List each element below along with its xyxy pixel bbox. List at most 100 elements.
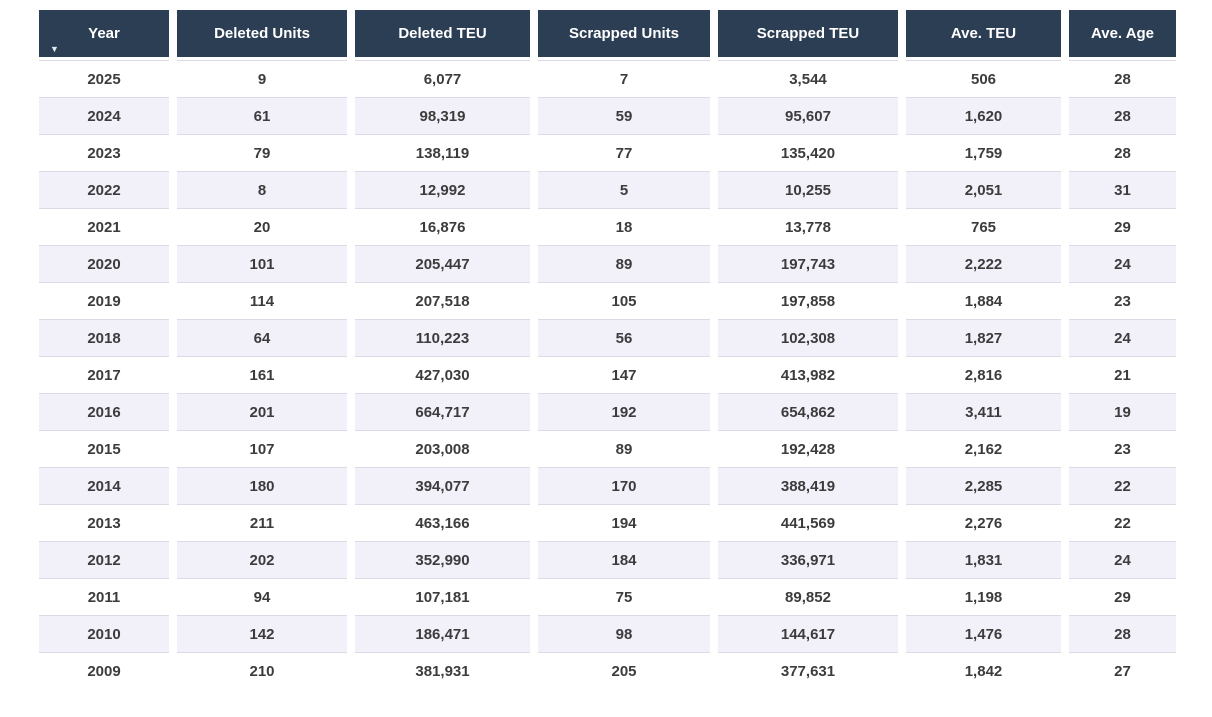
column-header-label: Scrapped Units (568, 25, 680, 42)
cell-ave-age: 28 (1069, 97, 1176, 134)
cell-ave-age: 23 (1069, 282, 1176, 319)
cell-ave-age: 27 (1069, 652, 1176, 689)
cell-deleted-teu: 203,008 (355, 430, 530, 467)
cell-ave-age: 28 (1069, 60, 1176, 97)
cell-scrapped-teu: 10,255 (718, 171, 898, 208)
cell-ave-age: 24 (1069, 541, 1176, 578)
cell-deleted-units: 161 (177, 356, 347, 393)
table-body: 2025 9 6,077 7 3,544 506 28 2024 61 98,319 59 95,60… (39, 60, 1176, 689)
cell-deleted-units: 202 (177, 541, 347, 578)
cell-scrapped-teu: 89,852 (718, 578, 898, 615)
table-row: 2020 101 205,447 89 197,743 2,222 24 (39, 245, 1176, 282)
cell-scrapped-units: 105 (538, 282, 710, 319)
table-header: Year ▼ Deleted Units Deleted TEU Scrappe… (39, 10, 1176, 60)
cell-scrapped-units: 89 (538, 430, 710, 467)
table-row: 2024 61 98,319 59 95,607 1,620 28 (39, 97, 1176, 134)
cell-scrapped-units: 192 (538, 393, 710, 430)
cell-ave-age: 28 (1069, 615, 1176, 652)
cell-deleted-units: 94 (177, 578, 347, 615)
cell-ave-age: 21 (1069, 356, 1176, 393)
cell-scrapped-teu: 377,631 (718, 652, 898, 689)
table-row: 2013 211 463,166 194 441,569 2,276 22 (39, 504, 1176, 541)
column-header-scrapped-units[interactable]: Scrapped Units (538, 10, 710, 60)
column-header-deleted-units[interactable]: Deleted Units (177, 10, 347, 60)
cell-year: 2025 (39, 60, 169, 97)
cell-deleted-units: 101 (177, 245, 347, 282)
cell-scrapped-units: 205 (538, 652, 710, 689)
cell-deleted-units: 61 (177, 97, 347, 134)
cell-year: 2010 (39, 615, 169, 652)
cell-ave-age: 24 (1069, 319, 1176, 356)
cell-year: 2011 (39, 578, 169, 615)
column-header-deleted-teu[interactable]: Deleted TEU (355, 10, 530, 60)
cell-ave-teu: 1,759 (906, 134, 1061, 171)
cell-ave-teu: 765 (906, 208, 1061, 245)
cell-scrapped-teu: 95,607 (718, 97, 898, 134)
cell-scrapped-units: 89 (538, 245, 710, 282)
table-row: 2010 142 186,471 98 144,617 1,476 28 (39, 615, 1176, 652)
cell-ave-teu: 2,276 (906, 504, 1061, 541)
cell-ave-age: 29 (1069, 578, 1176, 615)
cell-scrapped-teu: 3,544 (718, 60, 898, 97)
table-row: 2018 64 110,223 56 102,308 1,827 24 (39, 319, 1176, 356)
cell-deleted-units: 180 (177, 467, 347, 504)
column-header-ave-teu[interactable]: Ave. TEU (906, 10, 1061, 60)
cell-ave-teu: 2,222 (906, 245, 1061, 282)
cell-ave-teu: 1,620 (906, 97, 1061, 134)
table-row: 2012 202 352,990 184 336,971 1,831 24 (39, 541, 1176, 578)
cell-year: 2009 (39, 652, 169, 689)
cell-deleted-teu: 107,181 (355, 578, 530, 615)
cell-ave-teu: 1,198 (906, 578, 1061, 615)
cell-deleted-teu: 463,166 (355, 504, 530, 541)
cell-scrapped-teu: 654,862 (718, 393, 898, 430)
table-row: 2011 94 107,181 75 89,852 1,198 29 (39, 578, 1176, 615)
column-header-label: Ave. Age (1090, 25, 1155, 42)
cell-scrapped-teu: 197,858 (718, 282, 898, 319)
cell-ave-teu: 1,476 (906, 615, 1061, 652)
cell-ave-teu: 1,831 (906, 541, 1061, 578)
cell-deleted-teu: 16,876 (355, 208, 530, 245)
cell-deleted-units: 211 (177, 504, 347, 541)
column-header-scrapped-teu[interactable]: Scrapped TEU (718, 10, 898, 60)
table-row: 2021 20 16,876 18 13,778 765 29 (39, 208, 1176, 245)
cell-scrapped-units: 98 (538, 615, 710, 652)
cell-deleted-units: 201 (177, 393, 347, 430)
cell-scrapped-units: 77 (538, 134, 710, 171)
column-header-label: Scrapped TEU (756, 25, 860, 42)
cell-scrapped-teu: 192,428 (718, 430, 898, 467)
cell-scrapped-teu: 336,971 (718, 541, 898, 578)
cell-ave-teu: 1,827 (906, 319, 1061, 356)
column-header-label: Ave. TEU (950, 25, 1017, 42)
cell-year: 2014 (39, 467, 169, 504)
table-row: 2019 114 207,518 105 197,858 1,884 23 (39, 282, 1176, 319)
cell-ave-teu: 1,884 (906, 282, 1061, 319)
cell-deleted-teu: 110,223 (355, 319, 530, 356)
cell-deleted-teu: 98,319 (355, 97, 530, 134)
cell-ave-teu: 1,842 (906, 652, 1061, 689)
cell-deleted-teu: 6,077 (355, 60, 530, 97)
cell-scrapped-teu: 144,617 (718, 615, 898, 652)
cell-scrapped-teu: 13,778 (718, 208, 898, 245)
cell-ave-age: 23 (1069, 430, 1176, 467)
cell-deleted-units: 64 (177, 319, 347, 356)
cell-year: 2017 (39, 356, 169, 393)
cell-deleted-teu: 12,992 (355, 171, 530, 208)
cell-year: 2021 (39, 208, 169, 245)
cell-deleted-teu: 427,030 (355, 356, 530, 393)
column-header-label: Deleted Units (214, 25, 310, 42)
cell-deleted-units: 210 (177, 652, 347, 689)
cell-year: 2018 (39, 319, 169, 356)
cell-deleted-units: 20 (177, 208, 347, 245)
cell-year: 2024 (39, 97, 169, 134)
table-row: 2025 9 6,077 7 3,544 506 28 (39, 60, 1176, 97)
column-header-year[interactable]: Year ▼ (39, 10, 169, 60)
column-header-ave-age[interactable]: Ave. Age (1069, 10, 1176, 60)
sort-descending-icon: ▼ (50, 44, 59, 54)
table-row: 2017 161 427,030 147 413,982 2,816 21 (39, 356, 1176, 393)
cell-deleted-units: 8 (177, 171, 347, 208)
table-row: 2015 107 203,008 89 192,428 2,162 23 (39, 430, 1176, 467)
cell-scrapped-teu: 197,743 (718, 245, 898, 282)
cell-year: 2013 (39, 504, 169, 541)
cell-ave-age: 22 (1069, 467, 1176, 504)
column-header-label: Deleted TEU (398, 25, 487, 42)
